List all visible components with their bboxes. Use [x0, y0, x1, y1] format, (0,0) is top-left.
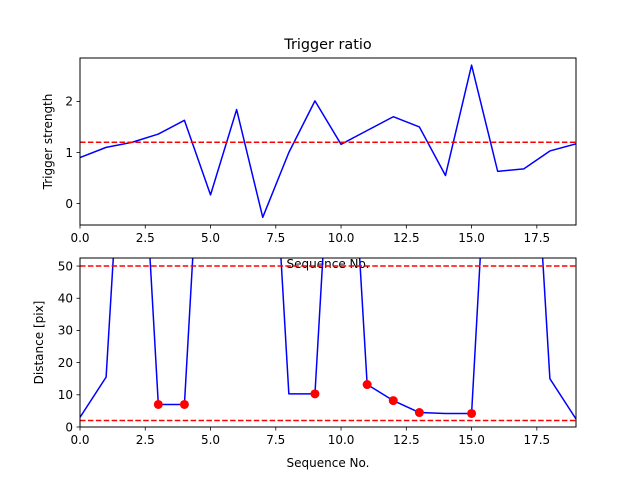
x-axis-label: Sequence No. — [287, 456, 370, 470]
x-tick-label: 17.5 — [523, 433, 550, 447]
x-tick-label: 17.5 — [523, 231, 550, 245]
x-tick-label: 10.0 — [328, 433, 355, 447]
y-tick-label: 40 — [58, 292, 73, 306]
y-axis-label: Trigger strength — [41, 94, 55, 191]
data-point-marker — [388, 396, 398, 406]
x-tick-label: 12.5 — [393, 433, 420, 447]
x-tick-label: 12.5 — [393, 231, 420, 245]
axes-frame — [79, 57, 577, 226]
x-tick-label: 15.0 — [458, 433, 485, 447]
x-tick-label: 15.0 — [458, 231, 485, 245]
trigger-ratio-axes: 0.0 2.5 5.0 7.5 10.0 12.5 15.0 17.5 0 1 2 Trigger … — [41, 37, 577, 271]
series-line — [80, 64, 576, 219]
x-tick-label: 2.5 — [136, 433, 155, 447]
y-axis-label: Distance [pix] — [32, 301, 46, 385]
x-tick-label: 0.0 — [70, 433, 89, 447]
y-tick-label: 0 — [65, 420, 73, 434]
data-point-marker — [153, 399, 163, 409]
y-tick-label: 0 — [65, 197, 73, 211]
x-tick-label: 0.0 — [70, 231, 89, 245]
y-tick-label: 1 — [65, 146, 73, 160]
y-tick-label: 50 — [58, 259, 73, 273]
data-point-marker — [467, 408, 477, 418]
distance-axes: 0.0 2.5 5.0 7.5 10.0 12.5 15.0 17.501020304050 … — [32, 257, 577, 470]
x-tick-label: 7.5 — [266, 231, 285, 245]
x-tick-label: 10.0 — [328, 231, 355, 245]
x-tick-label: 5.0 — [201, 433, 220, 447]
y-tick-label: 10 — [58, 388, 73, 402]
x-tick-label: 2.5 — [136, 231, 155, 245]
axes-frame — [79, 257, 577, 428]
data-point-marker — [179, 399, 189, 409]
x-axis-label: Sequence No. — [287, 257, 370, 271]
data-point-marker — [310, 389, 320, 399]
y-tick-label: 20 — [58, 356, 73, 370]
y-tick-label: 30 — [58, 324, 73, 338]
x-tick-label: 7.5 — [266, 433, 285, 447]
data-point-marker — [414, 408, 424, 418]
data-point-marker — [362, 380, 372, 390]
chart-title: Trigger ratio — [283, 37, 372, 53]
y-tick-label: 2 — [65, 95, 73, 109]
x-tick-label: 5.0 — [201, 231, 220, 245]
